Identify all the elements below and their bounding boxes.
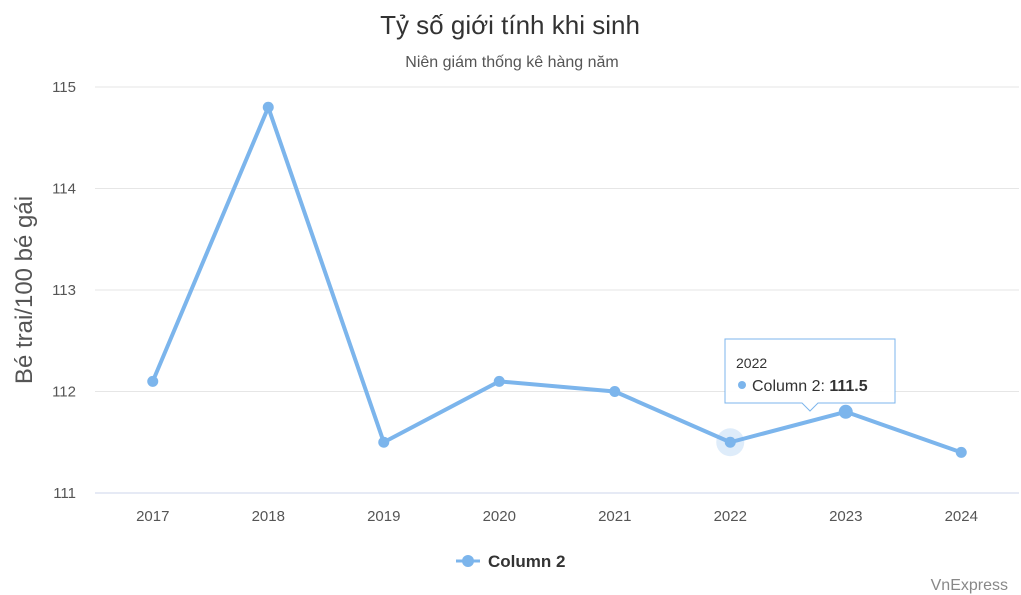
y-tick-label: 113 <box>52 282 76 299</box>
x-tick-label: 2020 <box>483 508 516 525</box>
tooltip-text: Column 2: 111.5 <box>752 378 868 395</box>
x-tick-label: 2023 <box>829 508 862 525</box>
chart-subtitle: Niên giám thống kê hàng năm <box>405 54 618 71</box>
data-point-2019[interactable] <box>378 436 390 448</box>
x-tick-label: 2022 <box>714 508 747 525</box>
x-tick-label: 2024 <box>945 508 978 525</box>
credit-vnexpress[interactable]: VnExpress <box>931 577 1008 594</box>
series-line[interactable] <box>150 105 964 455</box>
tooltip: 2022 Column 2: 111.5 <box>724 338 896 412</box>
legend[interactable]: Column 2 <box>456 552 565 571</box>
data-point-2023[interactable] <box>838 404 853 419</box>
y-tick-label: 115 <box>52 79 76 96</box>
chart-title: Tỷ số giới tính khi sinh <box>380 10 640 40</box>
data-point-2020[interactable] <box>493 375 505 387</box>
tooltip-category: 2022 <box>736 355 767 371</box>
y-axis-ticks: 111 112 113 114 115 <box>52 79 76 502</box>
legend-marker <box>462 555 474 567</box>
tooltip-series-label: Column 2: <box>752 378 829 395</box>
tooltip-box <box>724 338 896 412</box>
tooltip-series-marker <box>738 381 746 389</box>
data-point-2024[interactable] <box>955 446 967 458</box>
x-tick-label: 2018 <box>252 508 285 525</box>
x-tick-label: 2017 <box>136 508 169 525</box>
x-axis-ticks: 2017 2018 2019 2020 2021 2022 2023 2024 <box>136 508 978 525</box>
x-tick-label: 2021 <box>598 508 631 525</box>
x-tick-label: 2019 <box>367 508 400 525</box>
data-point-2021[interactable] <box>609 386 621 397</box>
y-tick-label: 112 <box>52 384 76 401</box>
data-point-2018[interactable] <box>262 101 274 113</box>
tooltip-value: 111.5 <box>829 378 867 395</box>
data-point-2022[interactable] <box>724 436 736 448</box>
y-tick-label: 114 <box>52 181 76 198</box>
data-point-2017[interactable] <box>147 375 159 387</box>
y-tick-label: 111 <box>53 485 76 502</box>
y-axis-label: Bé trai/100 bé gái <box>11 196 38 384</box>
series-column-2[interactable] <box>147 101 967 458</box>
legend-item-column-2[interactable]: Column 2 <box>488 552 565 571</box>
